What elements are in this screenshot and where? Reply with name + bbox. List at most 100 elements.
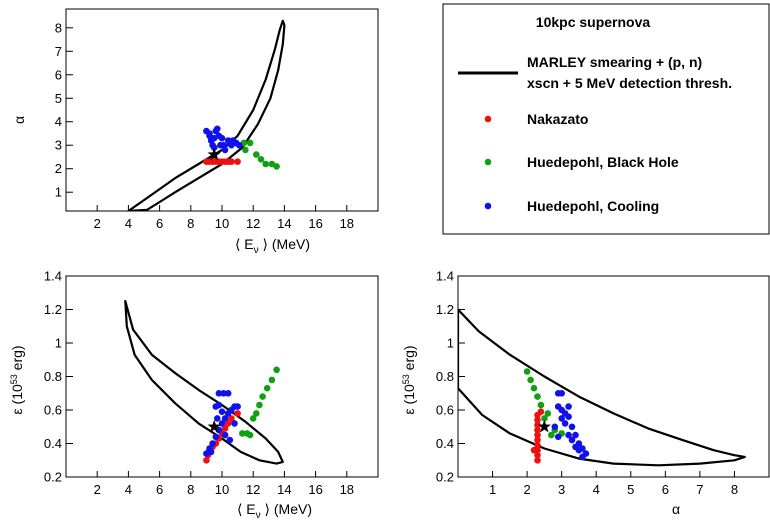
cooling-point (215, 426, 223, 434)
nakazato-point (534, 421, 541, 429)
points-layer (203, 366, 280, 464)
nakazato-point (534, 431, 541, 439)
cooling-point (224, 390, 232, 397)
x-tick-label: 4 (593, 482, 600, 497)
blackhole-point (527, 376, 534, 384)
y-tick-label: 0.4 (44, 436, 62, 451)
nakazato-point (534, 416, 541, 424)
y-tick-label: 3 (55, 138, 62, 153)
nakazato-point (234, 158, 241, 165)
contour-layer (124, 300, 284, 465)
nakazato-point (534, 457, 541, 464)
cooling-point (217, 141, 224, 149)
x-axis-label: ⟨ Eν ⟩ (MeV) (235, 236, 310, 256)
blackhole-point (544, 410, 552, 417)
cooling-point (565, 403, 572, 410)
cooling-point (565, 431, 572, 439)
x-axis-label-pre: ⟨ E (237, 501, 256, 517)
blackhole-point (252, 410, 260, 417)
x-tick-label: 18 (340, 216, 354, 231)
blackhole-point (268, 376, 276, 384)
cooling-point (221, 146, 229, 154)
y-tick-label: 4 (55, 114, 62, 129)
x-axis-label-post: ⟩ (MeV) (261, 501, 312, 517)
x-axis-label-sub: ν (254, 245, 259, 256)
y-axis-label-post: erg) (9, 345, 25, 374)
blackhole-point (537, 401, 545, 409)
nakazato-point (530, 446, 538, 454)
x-axis-label-post: ⟩ (MeV) (259, 236, 310, 252)
points-layer (523, 368, 590, 464)
blackhole-point (259, 393, 266, 400)
y-tick-label: 2 (55, 161, 62, 176)
nakazato-point (534, 451, 541, 459)
x-tick-label: 8 (187, 216, 194, 231)
tick-layer: 2 4 6 8 10 12 14 16 18 0.2 0.4 0.6 0.8 1 1.2 1.4 (44, 269, 354, 498)
x-tick-label: 18 (340, 482, 354, 497)
y-axis-label-sup: 53 (9, 374, 19, 384)
cooling-point (575, 446, 583, 454)
x-tick-label: 1 (489, 482, 496, 497)
y-tick-label: 1.2 (436, 302, 454, 317)
nakazato-point (234, 410, 241, 417)
contour-line (124, 300, 284, 465)
blackhole-point (262, 160, 270, 168)
cooling-point (212, 433, 220, 441)
x-tick-label: 4 (125, 216, 132, 231)
y-axis-label-sup: 53 (401, 374, 411, 384)
cooling-point (572, 431, 579, 439)
y-tick-label: 1 (447, 336, 454, 351)
y-tick-label: 0.4 (436, 436, 454, 451)
y-tick-label: 7 (55, 44, 62, 59)
nakazato-point (537, 408, 545, 416)
nakazato-point (534, 436, 541, 444)
y-tick-label: 6 (55, 67, 62, 82)
x-tick-label: 14 (277, 482, 291, 497)
nakazato-point (228, 158, 235, 165)
blackhole-point (530, 384, 538, 392)
cooling-point (568, 436, 576, 444)
y-tick-label: 1 (55, 336, 62, 351)
y-tick-label: 1.2 (44, 302, 62, 317)
legend-blackhole-label: Huedepohl, Black Hole (527, 154, 679, 170)
y-axis-label: α (11, 116, 27, 124)
cooling-point (558, 415, 565, 422)
cooling-point (218, 134, 226, 142)
true-value-star-icon (207, 419, 221, 433)
y-axis-label: ε (1053 erg) (9, 345, 25, 414)
cooling-point (209, 440, 216, 447)
x-tick-label: 5 (627, 482, 634, 497)
cooling-point (221, 431, 229, 439)
x-tick-label: 12 (246, 216, 260, 231)
y-axis-label-pre: ε (10 (401, 384, 417, 415)
points-layer (203, 125, 280, 170)
blackhole-point (246, 431, 254, 439)
legend-blackhole-marker (484, 158, 492, 166)
blackhole-point (239, 430, 246, 437)
cooling-point (218, 420, 226, 427)
cooling-point (579, 453, 586, 461)
legend-contour-label-line1: MARLEY smearing + (p, n) (527, 54, 702, 70)
x-tick-label: 8 (187, 482, 194, 497)
nakazato-point (534, 426, 541, 434)
x-axis-label: ⟨ Eν ⟩ (MeV) (237, 501, 312, 520)
x-tick-label: 7 (696, 482, 703, 497)
blackhole-point (249, 415, 257, 422)
cooling-point (551, 423, 559, 431)
blackhole-point (523, 368, 531, 375)
y-tick-label: 0.2 (436, 470, 454, 485)
y-axis-label: ε (1053 erg) (401, 345, 417, 414)
cooling-point (565, 413, 572, 421)
cooling-point (218, 408, 226, 416)
blackhole-point (273, 163, 280, 170)
blackhole-point (256, 401, 263, 409)
cooling-point (215, 390, 223, 397)
x-tick-label: 3 (558, 482, 565, 497)
x-tick-label: 6 (662, 482, 669, 497)
x-tick-label: 2 (94, 482, 101, 497)
blackhole-point (252, 151, 260, 158)
x-tick-label: 16 (308, 216, 322, 231)
x-tick-label: 4 (125, 482, 132, 497)
